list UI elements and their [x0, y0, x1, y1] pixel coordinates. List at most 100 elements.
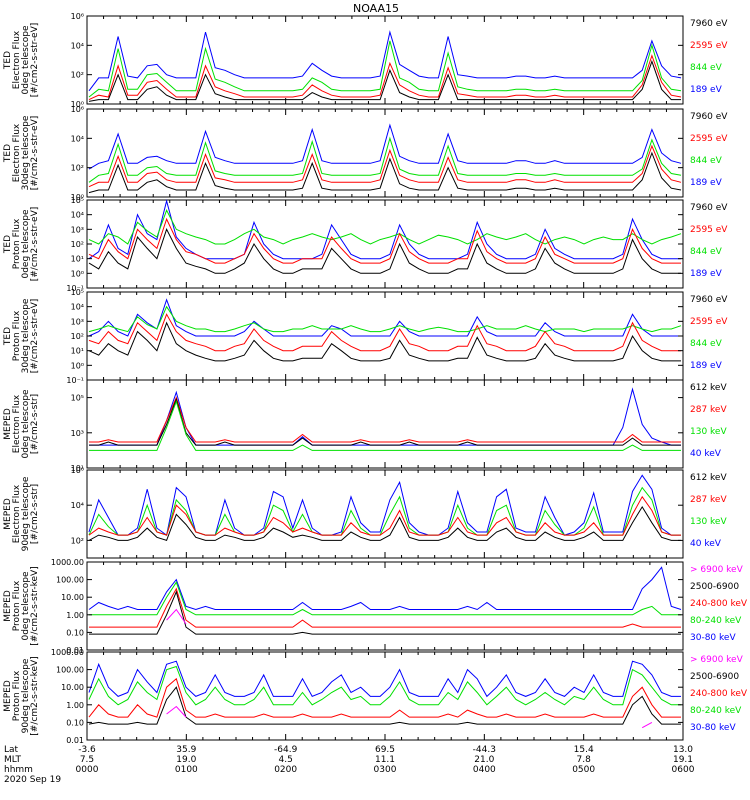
time-axis-value: 0000 — [76, 765, 99, 775]
y-axis-label-line: [#/cm2-s-str-keV] — [30, 656, 40, 735]
time-axis-row-label: Lat — [4, 745, 19, 755]
y-axis-label: MEPEDProton Flux90deg telescope[#/cm2-s-… — [3, 656, 40, 735]
y-tick-label: 0.10 — [66, 628, 84, 637]
y-tick-label: 10⁰ — [71, 269, 84, 278]
figure-title: NOAA15 — [353, 2, 399, 15]
series-line-black — [88, 686, 681, 725]
time-axis-value: 0100 — [175, 765, 198, 775]
y-axis-label-line: 0deg telescope — [21, 571, 31, 641]
time-axis-value: 69.5 — [375, 745, 395, 755]
legend-entry: 80-240 keV — [690, 616, 742, 626]
y-axis-label-line: [#/cm2-s-str] — [30, 394, 40, 454]
y-tick-label: 10⁵ — [71, 196, 84, 205]
y-tick-label: 0.10 — [66, 718, 84, 727]
legend-entry: 80-240 keV — [690, 706, 742, 716]
time-axis-value: 35.9 — [176, 745, 196, 755]
time-axis-value: 19.0 — [176, 755, 196, 765]
legend-entry: 189 eV — [690, 85, 723, 95]
series-line-red — [89, 587, 681, 628]
legend-entry: 2500-6900 — [690, 582, 739, 592]
series-line-black — [88, 59, 681, 102]
legend-entry: 844 eV — [690, 247, 723, 257]
legend-entry: 844 eV — [690, 156, 723, 166]
time-axis-value: 7.8 — [577, 755, 592, 765]
y-tick-label: 10⁴ — [71, 41, 84, 50]
time-axis-value: 11.1 — [375, 755, 395, 765]
y-axis-label-line: Electron Flux — [12, 484, 22, 543]
y-axis-label: MEPEDElectron Flux90deg telescope[#/cm2-… — [3, 476, 40, 551]
legend-entry: 2595 eV — [690, 41, 728, 51]
y-axis-label-line: Proton Flux — [12, 218, 22, 269]
y-axis-label-line: [#/cm2-s-str-eV] — [30, 299, 40, 374]
legend-entry: 612 keV — [690, 473, 727, 483]
y-tick-label: 10⁵ — [71, 288, 84, 297]
y-tick-label: 10⁴ — [71, 303, 84, 312]
y-axis-label-line: [#/cm2-s-str-eV] — [30, 207, 40, 282]
y-axis-label-line: TED — [3, 327, 13, 346]
y-axis-label: TEDElectron Flux30deg telescope[#/cm2-s-… — [3, 115, 40, 190]
y-axis-label-line: Proton Flux — [12, 580, 22, 631]
y-tick-label: 10² — [71, 240, 84, 249]
legend-entry: 7960 eV — [690, 295, 728, 305]
legend-entry: 844 eV — [690, 63, 723, 73]
series-line-black — [89, 397, 681, 446]
series-line-blue — [88, 30, 682, 92]
y-axis-label-line: TED — [3, 235, 13, 254]
series-line-blue — [88, 660, 681, 698]
panel-8: 0.01 0.10 1.00 10.00 100.00 1000.00 MEPEDProto… — [3, 648, 748, 745]
series-line-red — [88, 313, 681, 352]
series-line-black — [88, 151, 682, 194]
y-tick-label: 10⁵ — [71, 394, 84, 403]
time-axis-value: -3.6 — [78, 745, 96, 755]
series-line-red — [88, 54, 682, 101]
time-axis-value: 19.1 — [673, 755, 693, 765]
legend-entry: 287 keV — [690, 495, 727, 505]
series-line-green — [88, 665, 681, 706]
legend-entry: 130 keV — [690, 517, 727, 527]
y-tick-label: 10¹ — [71, 255, 84, 264]
legend-entry: 7960 eV — [690, 112, 728, 122]
time-axis-value: 15.4 — [574, 745, 594, 755]
time-axis-value: 7.5 — [80, 755, 94, 765]
series-line-red — [88, 495, 681, 536]
y-tick-label: 10⁴ — [71, 211, 84, 220]
series-line-green — [88, 486, 681, 536]
time-axis-value: -64.9 — [274, 745, 298, 755]
y-tick-label: 10⁴ — [71, 134, 84, 143]
y-axis-label-line: Proton Flux — [12, 310, 22, 361]
series-line-black — [89, 590, 681, 635]
y-axis-label: MEPEDElectron Flux0deg telescope[#/cm2-s… — [3, 389, 40, 459]
y-tick-label: 10³ — [71, 317, 84, 326]
panel-frame — [86, 561, 684, 651]
y-axis-label-line: Electron Flux — [12, 123, 22, 182]
legend-entry: 240-800 keV — [690, 689, 748, 699]
y-axis-label-line: 90deg telescope — [21, 476, 31, 551]
date-label: 2020 Sep 19 — [4, 775, 61, 785]
y-tick-label: 10⁶ — [71, 466, 84, 475]
series-line-black — [88, 505, 681, 542]
series-line-red — [88, 144, 682, 188]
time-axis-value: 4.5 — [279, 755, 293, 765]
y-tick-label: 10⁰ — [71, 361, 84, 370]
panel-6: 10² 10⁴ 10⁶ MEPEDElectron Flux90deg telesco… — [3, 466, 727, 559]
legend-entry: > 6900 keV — [690, 565, 744, 575]
y-axis-label: MEPEDProton Flux0deg telescope[#/cm2-s-s… — [3, 566, 40, 645]
time-axis-value: 0400 — [473, 765, 496, 775]
legend-entry: > 6900 keV — [690, 655, 744, 665]
y-axis-label-line: [#/cm2-s-str-keV] — [30, 566, 40, 645]
y-tick-label: 0.01 — [66, 646, 84, 655]
time-axis-value: 21.0 — [474, 755, 494, 765]
y-axis-label-line: Proton Flux — [12, 670, 22, 721]
y-tick-label: 10³ — [71, 225, 84, 234]
y-axis-label-line: MEPED — [3, 590, 13, 622]
y-tick-label: 10⁶ — [71, 12, 84, 21]
series-line-red — [88, 677, 681, 718]
series-line-black — [88, 228, 681, 274]
y-axis-label-line: 30deg telescope — [21, 298, 31, 373]
y-axis-label-line: 0deg telescope — [21, 209, 31, 279]
y-axis-label: TEDProton Flux30deg telescope[#/cm2-s-st… — [3, 298, 40, 373]
y-axis-label-line: 90deg telescope — [21, 658, 31, 733]
legend-entry: 40 keV — [690, 539, 722, 549]
y-tick-label: 10⁶ — [71, 105, 84, 114]
y-axis-label-line: [#/cm2-s-str-eV] — [30, 23, 40, 98]
